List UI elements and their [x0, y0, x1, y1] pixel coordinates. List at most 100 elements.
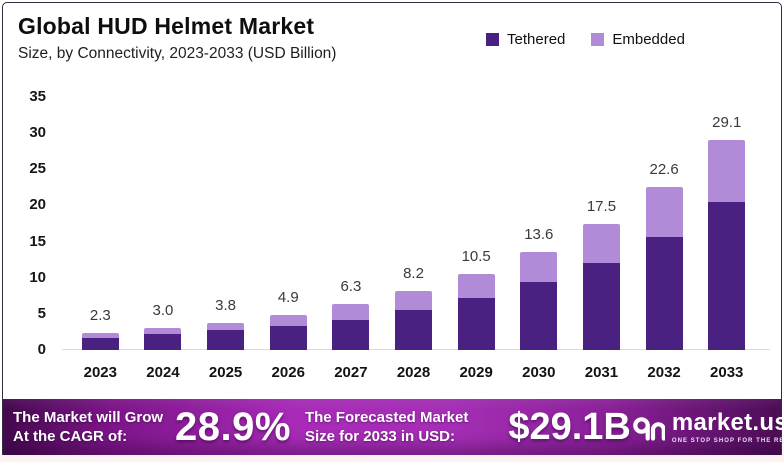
bar-segment-tethered[interactable] — [457, 297, 495, 350]
bar-segment-embedded[interactable] — [269, 314, 307, 327]
legend-item-tethered[interactable]: Tethered — [486, 31, 565, 48]
page-title: Global HUD Helmet Market — [18, 13, 315, 39]
bar-group[interactable]: 6.3 — [320, 97, 383, 350]
bar-stack — [395, 290, 433, 350]
brand-text: market.us ONE STOP SHOP FOR THE REPORTS — [671, 408, 784, 444]
bar-segment-tethered[interactable] — [582, 262, 620, 350]
bar-segment-tethered[interactable] — [395, 309, 433, 350]
bar-stack — [457, 274, 495, 350]
cagr-text-line2: At the CAGR of: — [13, 428, 128, 445]
tethered-swatch-icon — [486, 33, 499, 46]
bar-group[interactable]: 13.6 — [507, 97, 570, 350]
bar-segment-embedded[interactable] — [645, 186, 683, 237]
bar-stack — [81, 333, 119, 350]
bar-total-label: 10.5 — [461, 248, 491, 266]
cagr-text-line1: The Market will Grow — [13, 408, 164, 426]
bar-group[interactable]: 10.5 — [445, 97, 508, 350]
bars: 2.3 3.0 3.8 4.9 6.3 8.2 10.5 13.6 17.5 22.6 29.1 — [69, 97, 758, 350]
bar-segment-tethered[interactable] — [269, 326, 307, 350]
y-tick-label: 15 — [29, 232, 46, 250]
bar-group[interactable]: 22.6 — [633, 97, 696, 350]
bar-group[interactable]: 3.0 — [132, 97, 195, 350]
footer-banner: The Market will Grow At the CAGR of: 28.… — [3, 399, 784, 455]
x-axis-label: 2025 — [208, 364, 243, 381]
bar-stack — [520, 251, 558, 350]
bar-stack — [269, 314, 307, 350]
y-tick-label: 30 — [29, 124, 46, 142]
bar-stack — [582, 223, 620, 350]
bar-total-label: 2.3 — [89, 307, 111, 325]
bar-total-label: 29.1 — [712, 113, 742, 131]
bar-stack — [144, 328, 182, 350]
x-axis-label: 2029 — [459, 364, 493, 381]
bar-group[interactable]: 2.3 — [69, 97, 132, 350]
y-tick-label: 35 — [29, 88, 46, 105]
bar-segment-embedded[interactable] — [332, 304, 370, 320]
bar-total-label: 17.5 — [586, 197, 617, 215]
forecast-text-line1: The Forecasted Market — [304, 408, 469, 426]
bar-segment-tethered[interactable] — [81, 338, 119, 350]
x-axis-label: 2033 — [710, 364, 744, 381]
bar-segment-embedded[interactable] — [207, 322, 245, 330]
bar-segment-tethered[interactable] — [645, 236, 683, 350]
x-axis-label: 2023 — [83, 364, 117, 381]
y-tick-label: 0 — [37, 341, 46, 358]
bar-group[interactable]: 17.5 — [570, 97, 633, 350]
chart-header: Global HUD Helmet Market Size, by Connec… — [18, 13, 336, 63]
bar-total-label: 6.3 — [340, 278, 362, 296]
bar-group[interactable]: 29.1 — [695, 97, 758, 350]
bar-segment-embedded[interactable] — [582, 223, 620, 263]
bar-segment-embedded[interactable] — [144, 328, 182, 335]
marketus-logo[interactable]: market.us ONE STOP SHOP FOR THE REPORTS — [631, 408, 784, 444]
bar-segment-tethered[interactable] — [708, 201, 746, 350]
bar-total-label: 3.0 — [152, 302, 174, 320]
bar-segment-tethered[interactable] — [144, 334, 182, 350]
bar-segment-embedded[interactable] — [395, 290, 433, 310]
plot-area: 2.3 3.0 3.8 4.9 6.3 8.2 10.5 13.6 17.5 22.6 29.1 2… — [62, 80, 770, 381]
x-axis-label: 2030 — [522, 364, 556, 381]
bar-total-label: 3.8 — [215, 296, 237, 314]
x-axis-label: 2032 — [647, 364, 681, 381]
bar-stack — [207, 322, 245, 350]
y-axis: 0 5 10 15 20 25 30 35 — [12, 80, 46, 380]
cagr-value: 28.9% — [175, 404, 291, 449]
bar-segment-tethered[interactable] — [520, 282, 558, 350]
forecast-text: The Forecasted Market Size for 2033 in U… — [305, 408, 468, 446]
bar-group[interactable]: 3.8 — [194, 97, 257, 350]
legend-item-embedded[interactable]: Embedded — [591, 31, 685, 48]
bottom-strip — [0, 455, 784, 462]
brand-tagline: ONE STOP SHOP FOR THE REPORTS — [671, 437, 784, 444]
embedded-swatch-icon — [591, 33, 605, 46]
legend-label: Embedded — [612, 31, 685, 48]
bar-segment-embedded[interactable] — [520, 251, 558, 283]
y-tick-label: 25 — [29, 160, 46, 178]
bar-chart: 0 5 10 15 20 25 30 35 2.3 3.0 3.8 4.9 6.3 8.2 10.5 13.… — [0, 80, 784, 385]
bar-segment-tethered[interactable] — [332, 319, 370, 350]
cagr-text: The Market will Grow At the CAGR of: — [13, 408, 163, 446]
y-tick-label: 5 — [37, 304, 46, 322]
legend-label: Tethered — [507, 31, 566, 48]
bar-segment-embedded[interactable] — [457, 274, 495, 298]
bar-segment-embedded[interactable] — [81, 333, 119, 339]
x-axis-label: 2028 — [396, 364, 431, 381]
brand-name: market.us — [671, 408, 784, 436]
bar-segment-embedded[interactable] — [708, 139, 746, 202]
y-tick-label: 10 — [29, 268, 46, 286]
x-axis-label: 2027 — [334, 364, 368, 381]
x-axis-label: 2026 — [271, 364, 305, 381]
bar-total-label: 4.9 — [277, 288, 299, 306]
bar-group[interactable]: 8.2 — [382, 97, 445, 350]
chart-legend: Tethered Embedded — [486, 31, 685, 48]
bar-total-label: 13.6 — [524, 225, 554, 243]
marketus-swirl-icon — [633, 417, 665, 441]
x-axis-labels: 2023 2024 2025 2026 2027 2028 2029 2030 2031 2032… — [69, 364, 758, 381]
bar-stack — [645, 186, 683, 350]
bar-total-label: 22.6 — [649, 160, 679, 178]
bar-stack — [332, 304, 370, 350]
y-tick-label: 20 — [29, 196, 46, 214]
bar-segment-tethered[interactable] — [207, 329, 245, 350]
forecast-text-line2: Size for 2033 in USD: — [304, 428, 455, 445]
forecast-value: $29.1B — [508, 405, 631, 448]
bar-group[interactable]: 4.9 — [257, 97, 320, 350]
